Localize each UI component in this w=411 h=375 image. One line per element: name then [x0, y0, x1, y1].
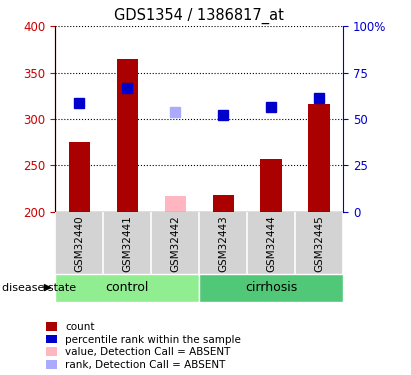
Text: GSM32442: GSM32442	[171, 215, 180, 272]
Title: GDS1354 / 1386817_at: GDS1354 / 1386817_at	[114, 7, 284, 24]
Text: GSM32440: GSM32440	[74, 215, 84, 272]
Text: control: control	[106, 281, 149, 294]
Text: disease state: disease state	[2, 283, 76, 292]
Bar	[55, 274, 199, 302]
Text: GSM32443: GSM32443	[218, 215, 228, 272]
Bar	[212, 195, 234, 212]
Text: GSM32441: GSM32441	[122, 215, 132, 272]
Bar	[261, 159, 282, 212]
Text: GSM32445: GSM32445	[314, 215, 324, 272]
Bar	[199, 274, 343, 302]
Text: cirrhosis: cirrhosis	[245, 281, 298, 294]
Text: GSM32444: GSM32444	[266, 215, 276, 272]
Legend: count, percentile rank within the sample, value, Detection Call = ABSENT, rank, : count, percentile rank within the sample…	[46, 322, 241, 370]
Bar	[117, 59, 138, 212]
Bar	[69, 142, 90, 212]
Bar	[164, 196, 186, 212]
Bar	[308, 104, 330, 212]
